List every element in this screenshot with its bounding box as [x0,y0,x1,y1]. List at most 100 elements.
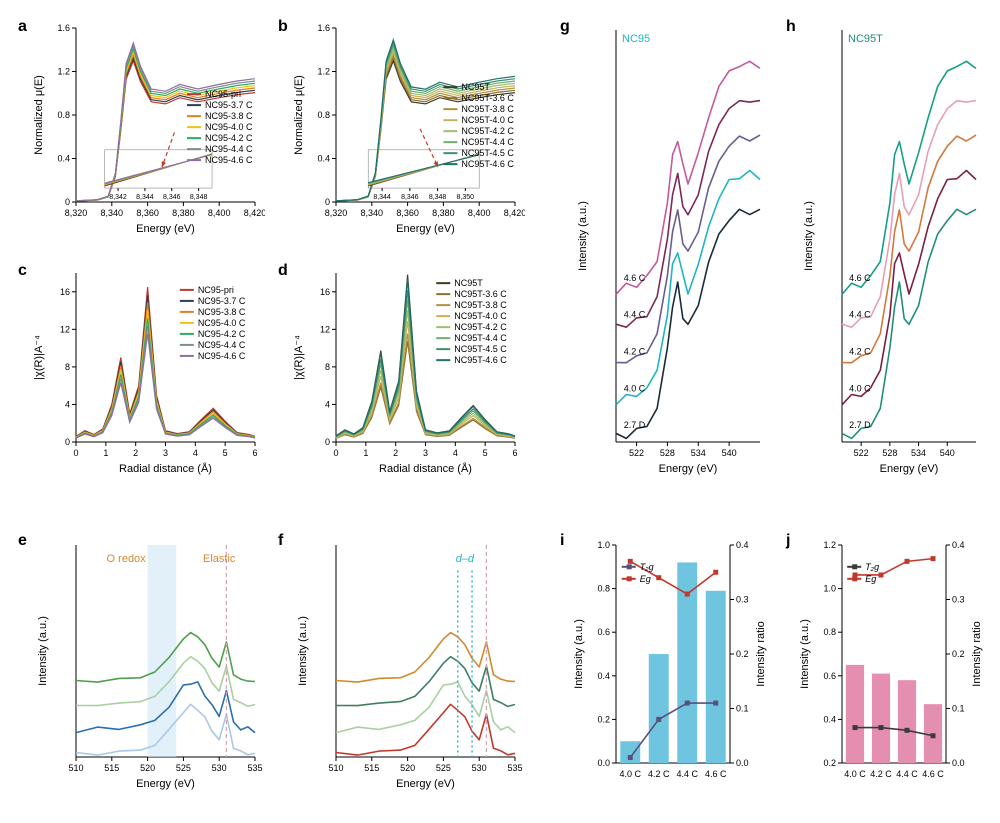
svg-text:0.1: 0.1 [736,704,749,714]
svg-text:NC95T-4.6 C: NC95T-4.6 C [461,159,514,169]
svg-text:0: 0 [325,197,330,207]
svg-text:Energy (eV): Energy (eV) [880,463,939,475]
svg-text:NC95-3.8 C: NC95-3.8 C [205,111,253,121]
svg-text:NC95T: NC95T [848,33,883,45]
svg-text:Intensity ratio: Intensity ratio [755,621,767,686]
panel-label-i: i [560,532,564,550]
svg-text:0.4: 0.4 [57,154,70,164]
svg-text:Intensity (a.u.): Intensity (a.u.) [573,619,585,689]
svg-text:4: 4 [325,399,330,409]
svg-text:Intensity (a.u.): Intensity (a.u.) [799,619,811,689]
svg-text:NC95-4.0 C: NC95-4.0 C [198,318,246,328]
panel-label-h: h [786,18,796,36]
svg-text:1: 1 [103,448,108,458]
svg-text:510: 510 [328,763,343,773]
svg-text:4.2 C: 4.2 C [648,769,670,779]
svg-text:534: 534 [911,448,926,458]
svg-text:528: 528 [882,448,897,458]
svg-text:520: 520 [140,763,155,773]
svg-text:16: 16 [60,287,70,297]
svg-text:4.6 C: 4.6 C [922,769,944,779]
svg-text:Energy (eV): Energy (eV) [659,463,718,475]
svg-text:O redox: O redox [107,553,147,565]
svg-text:535: 535 [247,763,262,773]
svg-text:8,344: 8,344 [373,194,391,201]
svg-text:NC95-4.2 C: NC95-4.2 C [198,329,246,339]
svg-text:d–d: d–d [456,553,475,565]
svg-text:2.7 D: 2.7 D [624,420,646,430]
svg-text:0.0: 0.0 [597,758,610,768]
svg-text:NC95-3.7 C: NC95-3.7 C [198,296,246,306]
svg-text:|χ(R)|A⁻⁴: |χ(R)|A⁻⁴ [33,335,45,380]
svg-text:0.2: 0.2 [952,649,965,659]
svg-text:NC95T-4.2 C: NC95T-4.2 C [461,126,514,136]
svg-text:8,350: 8,350 [457,194,475,201]
svg-text:520: 520 [400,763,415,773]
svg-text:NC95T-4.0 C: NC95T-4.0 C [461,115,514,125]
svg-text:0: 0 [65,197,70,207]
svg-text:NC95T-4.2 C: NC95T-4.2 C [454,322,507,332]
svg-text:4.6 C: 4.6 C [705,769,727,779]
svg-text:4.2 C: 4.2 C [624,347,646,357]
svg-text:4.4 C: 4.4 C [849,310,871,320]
svg-text:Eg: Eg [640,574,651,584]
svg-text:8,400: 8,400 [468,208,491,218]
svg-text:0.0: 0.0 [952,758,965,768]
svg-text:4.4 C: 4.4 C [624,310,646,320]
svg-text:Elastic: Elastic [203,553,236,565]
svg-text:0: 0 [333,448,338,458]
panel-label-b: b [278,18,288,36]
svg-text:|χ(R)|A⁻⁴: |χ(R)|A⁻⁴ [293,335,305,380]
svg-text:16: 16 [320,287,330,297]
svg-text:0.4: 0.4 [317,154,330,164]
svg-text:4.0 C: 4.0 C [844,769,866,779]
svg-text:12: 12 [60,324,70,334]
svg-text:8,360: 8,360 [136,208,159,218]
svg-text:530: 530 [472,763,487,773]
svg-text:Energy (eV): Energy (eV) [136,778,195,790]
svg-text:Radial distance (Å): Radial distance (Å) [379,462,472,475]
svg-text:530: 530 [212,763,227,773]
svg-text:5: 5 [223,448,228,458]
svg-text:4.2 C: 4.2 C [849,347,871,357]
svg-text:8: 8 [325,362,330,372]
svg-text:515: 515 [104,763,119,773]
svg-text:2: 2 [133,448,138,458]
svg-text:515: 515 [364,763,379,773]
svg-text:3: 3 [163,448,168,458]
svg-text:NC95T: NC95T [454,278,483,288]
svg-text:0: 0 [325,437,330,447]
svg-text:525: 525 [176,763,191,773]
panel-label-f: f [278,532,283,550]
svg-text:T₂g: T₂g [865,562,879,572]
svg-text:1.6: 1.6 [57,23,70,33]
svg-text:NC95T-3.6 C: NC95T-3.6 C [461,93,514,103]
svg-text:4: 4 [453,448,458,458]
svg-text:NC95-4.6 C: NC95-4.6 C [198,351,246,361]
svg-text:NC95T: NC95T [461,82,490,92]
svg-text:NC95T-3.8 C: NC95T-3.8 C [454,300,507,310]
svg-text:NC95: NC95 [622,33,650,45]
svg-text:8,420: 8,420 [244,208,265,218]
svg-text:12: 12 [320,324,330,334]
svg-text:8,360: 8,360 [396,208,419,218]
svg-text:NC95-pri: NC95-pri [198,285,234,295]
svg-text:NC95-4.6 C: NC95-4.6 C [205,155,253,165]
svg-text:8,320: 8,320 [65,208,88,218]
svg-text:NC95-4.2 C: NC95-4.2 C [205,133,253,143]
svg-text:0.4: 0.4 [823,714,836,724]
svg-text:Intensity ratio: Intensity ratio [971,621,983,686]
svg-text:4.2 C: 4.2 C [870,769,892,779]
svg-text:Radial distance (Å): Radial distance (Å) [119,462,212,475]
svg-text:0: 0 [65,437,70,447]
svg-text:4: 4 [193,448,198,458]
svg-text:0.3: 0.3 [952,595,965,605]
svg-text:NC95T-4.6 C: NC95T-4.6 C [454,355,507,365]
svg-text:1: 1 [363,448,368,458]
svg-text:NC95-4.0 C: NC95-4.0 C [205,122,253,132]
svg-text:0.4: 0.4 [952,540,965,550]
svg-text:0.8: 0.8 [823,627,836,637]
svg-text:4.0 C: 4.0 C [849,383,871,393]
svg-text:4.0 C: 4.0 C [624,383,646,393]
svg-text:1.0: 1.0 [823,584,836,594]
